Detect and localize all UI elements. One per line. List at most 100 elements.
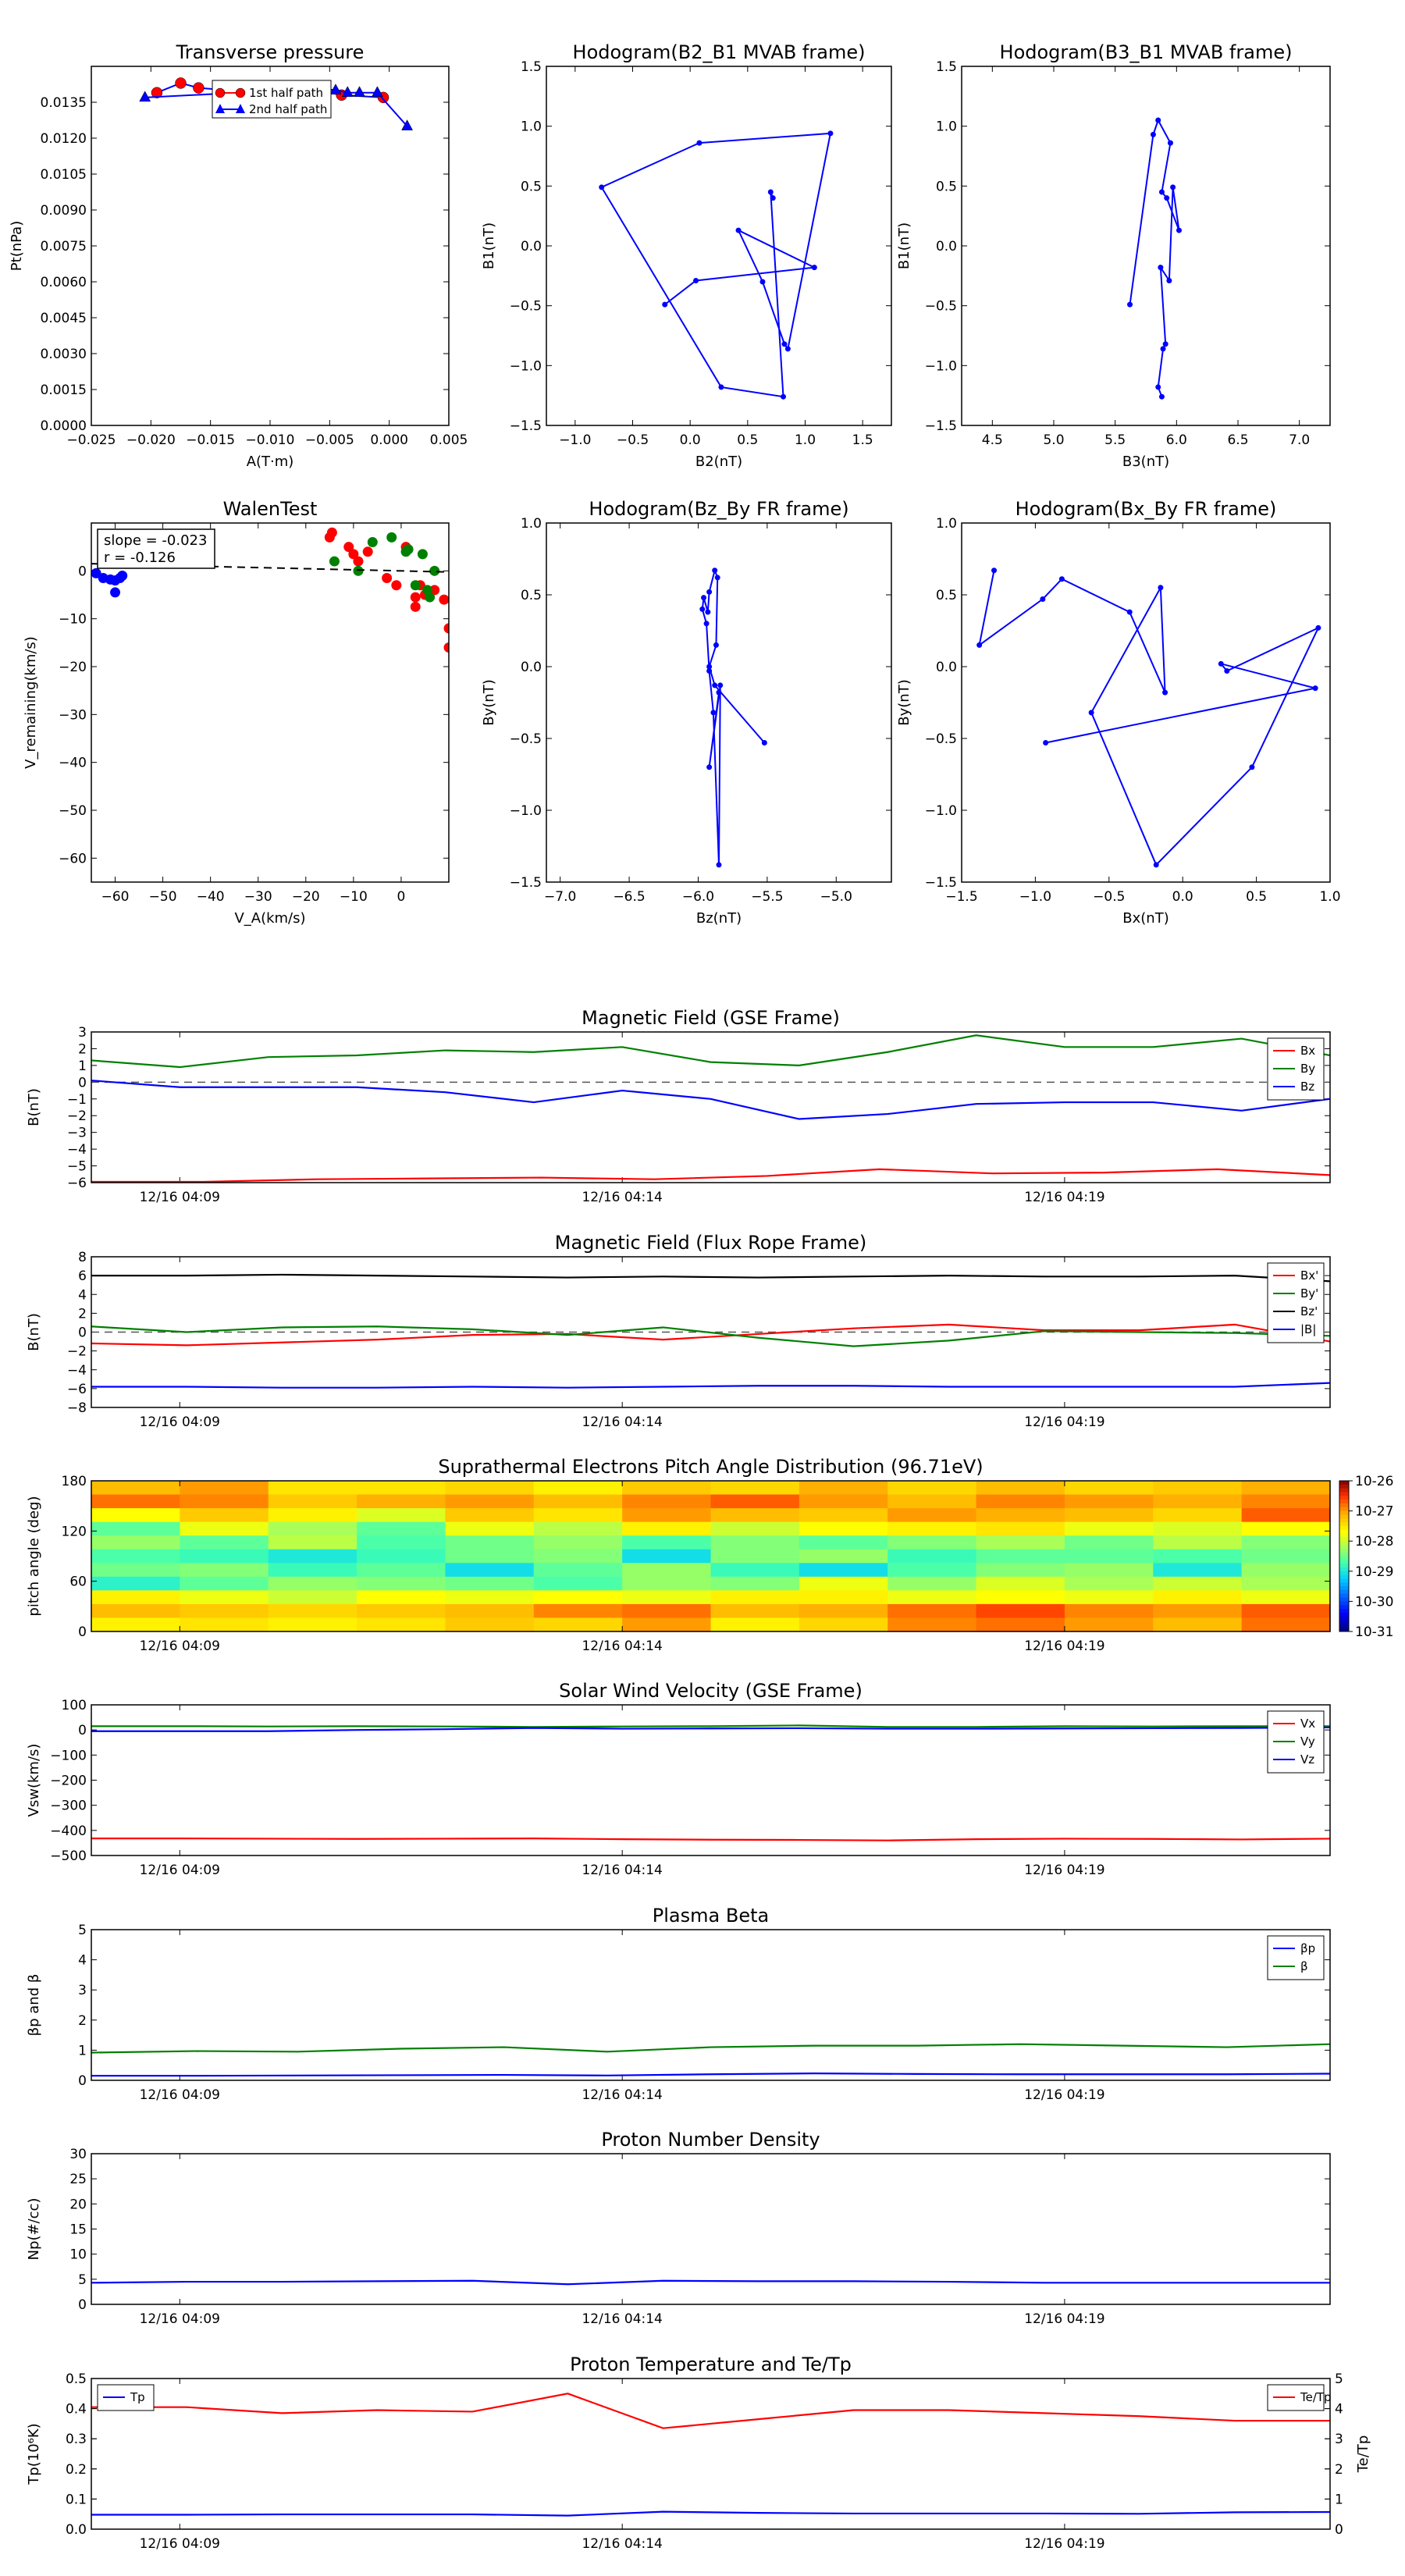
heatmap-cell <box>533 1535 623 1550</box>
legend-label: Te/Tp <box>1300 2390 1332 2404</box>
y-tick-label: 0.0 <box>66 2522 87 2538</box>
colorbar-frame <box>1339 1480 1350 1632</box>
plot-frame <box>91 1031 1331 1183</box>
heatmap-cell <box>976 1563 1065 1578</box>
y-tick-label: 0.0030 <box>41 347 87 362</box>
legend-label: By <box>1300 1062 1315 1076</box>
heatmap-cell <box>180 1481 269 1496</box>
colorbar-cell <box>1339 1533 1349 1538</box>
heatmap-cell <box>710 1535 800 1550</box>
legend-label: By' <box>1300 1286 1318 1300</box>
y-tick-label: −30 <box>59 707 87 723</box>
heatmap-cell <box>1241 1521 1331 1536</box>
heatmap-cell <box>180 1521 269 1536</box>
colorbar-cell <box>1339 1620 1349 1624</box>
data-point <box>716 689 722 696</box>
data-point <box>353 556 364 567</box>
data-point <box>761 740 767 746</box>
data-point <box>1162 341 1168 347</box>
colorbar-cell <box>1339 1593 1349 1599</box>
chart-title: Suprathermal Electrons Pitch Angle Distr… <box>438 1456 983 1478</box>
heatmap-cell <box>710 1603 800 1619</box>
y-tick-label: −500 <box>50 1848 87 1864</box>
y-tick-label: 0.5 <box>66 2371 87 2387</box>
heatmap-cell <box>976 1494 1065 1509</box>
heatmap-cell <box>1241 1481 1331 1496</box>
y-tick-label: 0.0135 <box>41 95 87 111</box>
y-tick-label: 5 <box>78 1923 87 1938</box>
data-point <box>1176 227 1182 233</box>
data-point <box>417 549 428 560</box>
data-point <box>1162 689 1168 696</box>
heatmap-cell <box>799 1617 888 1632</box>
y-tick-label: 0 <box>78 1075 87 1091</box>
heatmap-cell <box>1064 1481 1154 1496</box>
colorbar-cell <box>1339 1525 1349 1531</box>
y-tick-label: −1.5 <box>925 875 957 891</box>
heatmap-cell <box>1064 1563 1154 1578</box>
x-axis-label: B2(nT) <box>695 454 742 470</box>
x-tick-label: −5.5 <box>751 889 783 905</box>
data-point <box>712 682 718 688</box>
x-tick-label: 1.0 <box>1319 889 1340 905</box>
y-tick-label: −200 <box>50 1774 87 1789</box>
heatmap-cell <box>887 1508 977 1523</box>
data-point <box>367 537 378 548</box>
x-tick-label: 12/16 04:19 <box>1024 1863 1104 1878</box>
legend-marker <box>215 104 225 113</box>
heatmap-cell <box>357 1535 446 1550</box>
heatmap-cell <box>91 1563 180 1578</box>
heatmap-cell <box>976 1617 1065 1632</box>
y-tick-label: 4 <box>1335 2402 1343 2418</box>
legend-marker <box>236 104 245 113</box>
series-line <box>600 132 832 398</box>
data-point <box>443 623 449 634</box>
heatmap-cell <box>445 1576 535 1591</box>
data-point <box>759 279 766 285</box>
data-point <box>699 606 706 612</box>
data-point <box>718 384 724 390</box>
x-tick-label: −0.5 <box>1093 889 1125 905</box>
plot-area <box>91 2393 1330 2517</box>
y-tick-label: 0.0 <box>936 660 957 675</box>
data-point <box>1218 660 1224 667</box>
heatmap-cell <box>799 1590 888 1605</box>
heatmap-cell <box>91 1521 180 1536</box>
chart-pad: Suprathermal Electrons Pitch Angle Distr… <box>26 1456 1393 1654</box>
x-tick-label: 7.0 <box>1289 432 1310 448</box>
data-point <box>410 592 421 603</box>
y-tick-label: 60 <box>69 1574 87 1590</box>
x-axis-label: Bx(nT) <box>1122 910 1168 927</box>
colorbar-cell <box>1339 1552 1349 1557</box>
colorbar-cell <box>1339 1597 1349 1602</box>
plot-area <box>599 130 834 400</box>
heatmap-cell <box>268 1535 357 1550</box>
colorbar-cell <box>1339 1507 1349 1512</box>
plot-area <box>91 2043 1330 2077</box>
x-tick-label: 12/16 04:19 <box>1024 1638 1104 1654</box>
data-point <box>703 621 710 627</box>
y-tick-label: 1.5 <box>521 59 542 75</box>
data-point <box>1043 740 1049 746</box>
y-tick-label: −1.0 <box>925 803 957 819</box>
x-axis-label: B3(nT) <box>1122 454 1169 470</box>
chart-temp: Proton Temperature and Te/Tp 0.0 0.1 0.2 0.3… <box>26 2354 1371 2552</box>
chart-np: Proton Number Density 0 5 10 15 20 25 30 12/16 0… <box>26 2129 1331 2327</box>
heatmap-cell <box>887 1549 977 1564</box>
data-point <box>705 609 711 615</box>
chart-h1: Hodogram(B2_B1 MVAB frame) −1.5 −1.0 −0.5 0.… <box>481 41 892 470</box>
y-tick-label: −0.5 <box>925 299 957 315</box>
y-tick-label: −40 <box>59 756 87 771</box>
chart-title: Solar Wind Velocity (GSE Frame) <box>559 1680 863 1702</box>
y2-axis-label: Te/Tp <box>1355 2435 1371 2474</box>
chart-title: Hodogram(Bx_By FR frame) <box>1016 498 1277 520</box>
heatmap-cell <box>357 1494 446 1509</box>
colorbar-cell <box>1339 1612 1349 1617</box>
data-point <box>353 565 364 576</box>
y-tick-label: 0.0120 <box>41 131 87 147</box>
y-tick-label: 15 <box>69 2222 87 2238</box>
legend-marker <box>215 87 226 98</box>
y-tick-label: 0.0090 <box>41 203 87 219</box>
y-tick-label: −50 <box>59 803 87 819</box>
annotation-text: r = -0.126 <box>104 550 176 566</box>
